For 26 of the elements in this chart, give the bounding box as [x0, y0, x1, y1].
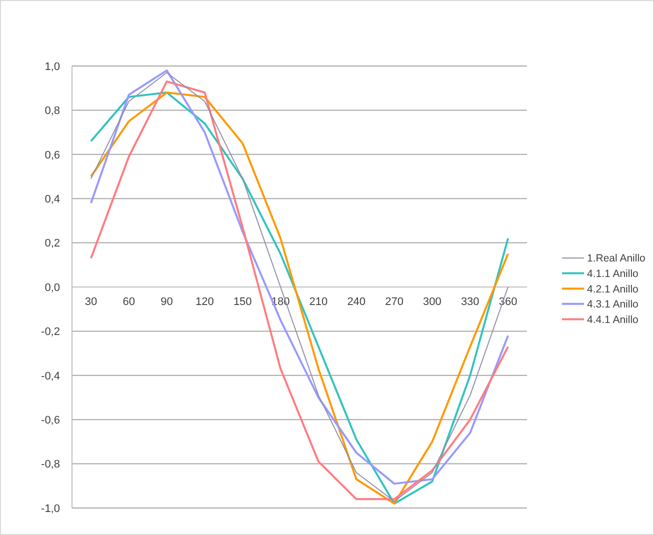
y-tick-label: 1,0 — [44, 60, 60, 73]
y-tick-label: -0,2 — [41, 326, 60, 338]
legend-label: 4.2.1 Anillo — [587, 283, 639, 296]
y-tick-label: -0,4 — [41, 370, 60, 382]
y-tick-label: 0,8 — [44, 105, 60, 118]
x-tick-label: 210 — [309, 296, 328, 308]
x-tick-label: 120 — [196, 296, 214, 308]
legend-label: 4.4.1 Anillo — [587, 314, 639, 326]
x-tick-label: 60 — [122, 296, 135, 308]
x-tick-label: 330 — [460, 296, 480, 308]
y-tick-label: 0,6 — [44, 149, 60, 162]
x-tick-label: 150 — [233, 296, 252, 308]
legend-label: 4.3.1 Anillo — [587, 298, 639, 311]
y-tick-label: -1,0 — [41, 502, 60, 515]
x-tick-label: 300 — [423, 296, 442, 308]
y-tick-label: 0,0 — [44, 282, 60, 294]
x-tick-label: 90 — [160, 296, 173, 308]
y-tick-label: -0,6 — [41, 414, 60, 426]
x-tick-label: 30 — [84, 296, 98, 308]
legend-label: 1.Real Anillo — [587, 252, 646, 265]
y-tick-label: 0,4 — [44, 193, 60, 206]
legend-label: 4.1.1 Anillo — [587, 268, 639, 280]
y-tick-label: -0,8 — [41, 458, 60, 471]
x-tick-label: 240 — [347, 296, 366, 308]
x-tick-label: 270 — [385, 296, 404, 308]
y-tick-label: 0,2 — [44, 238, 60, 250]
